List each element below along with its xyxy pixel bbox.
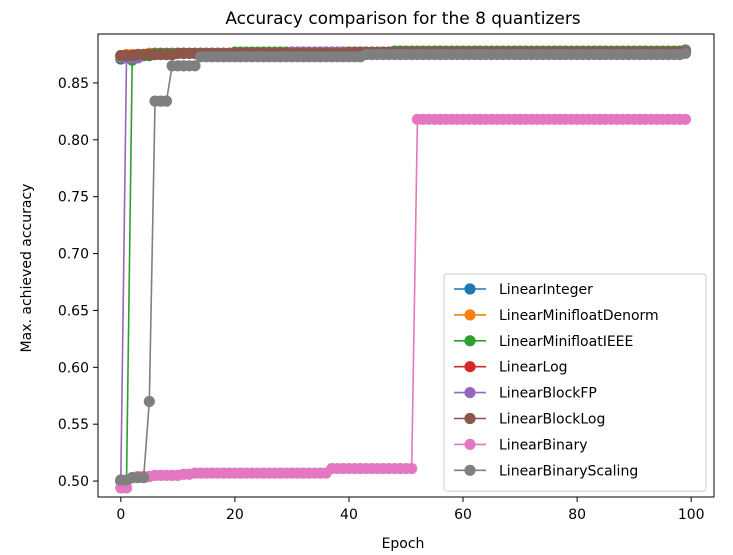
legend: LinearInteger LinearMinifloatDenorm Linear… (443, 273, 707, 492)
legend-label: LinearInteger (499, 282, 593, 298)
plot-area: 0 20 40 60 80 100 0.50 0.55 0.60 0.65 0.70 0.75 0.80… (58, 33, 715, 523)
series-LinearBinaryScaling (115, 47, 692, 486)
data-point (160, 95, 173, 107)
y-tick-label: 0.85 (58, 76, 89, 92)
x-tick-label: 20 (226, 507, 244, 523)
legend-label: LinearBinaryScaling (499, 463, 638, 479)
x-tick-label: 60 (454, 507, 472, 523)
x-axis-title: Epoch (382, 536, 425, 552)
x-tick-label: 40 (340, 507, 358, 523)
data-point (138, 472, 150, 484)
legend-swatch-marker (464, 283, 476, 295)
chart-title: Accuracy comparison for the 8 quantizers (225, 9, 580, 29)
data-point (189, 60, 201, 72)
legend-swatch-marker (464, 412, 476, 425)
legend-label: LinearMinifloatDenorm (499, 308, 659, 324)
legend-swatch-marker (464, 438, 476, 450)
y-tick-label: 0.80 (58, 133, 89, 149)
legend-swatch-marker (464, 335, 476, 347)
y-tick-label: 0.50 (58, 474, 89, 490)
data-point (679, 113, 692, 125)
y-tick-label: 0.75 (58, 190, 89, 206)
y-tick-label: 0.70 (58, 247, 89, 263)
legend-swatch-marker (464, 309, 476, 321)
data-point (120, 482, 133, 494)
data-point (143, 395, 155, 408)
legend-label: LinearMinifloatIEEE (499, 334, 633, 350)
legend-box (443, 273, 707, 492)
legend-label: LinearBlockFP (499, 386, 597, 402)
data-point (679, 47, 692, 59)
x-tick-label: 80 (568, 507, 586, 523)
legend-swatch-marker (464, 387, 476, 399)
plot-frame (97, 33, 715, 498)
y-axis-title: Max. achieved accuracy (19, 184, 35, 353)
x-tick-label: 100 (678, 507, 705, 523)
data-point (406, 462, 418, 475)
legend-swatch-marker (464, 361, 476, 373)
legend-swatch-marker (464, 464, 476, 476)
legend-label: LinearBinary (499, 437, 588, 453)
series-LinearBinary (115, 113, 692, 494)
x-tick-label: 0 (116, 507, 125, 523)
y-tick-label: 0.60 (58, 360, 89, 376)
y-tick-label: 0.55 (58, 417, 89, 433)
legend-label: LinearLog (499, 360, 568, 376)
y-tick-label: 0.65 (58, 303, 89, 319)
legend-label: LinearBlockLog (499, 412, 605, 428)
